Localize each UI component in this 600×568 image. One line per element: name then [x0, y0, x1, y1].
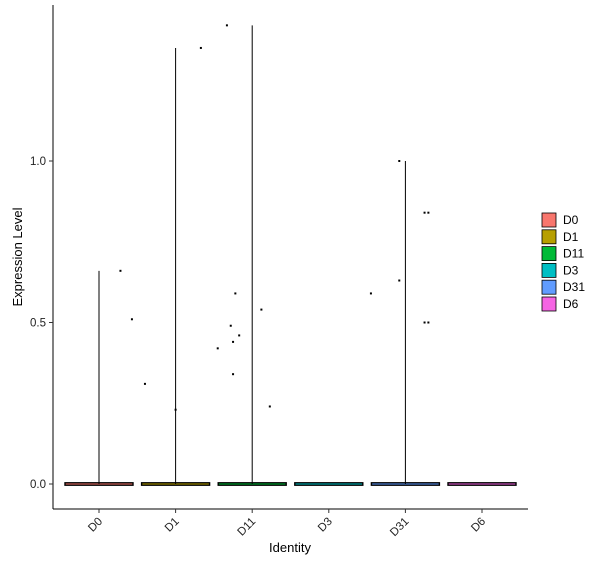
data-point — [143, 382, 146, 385]
data-point — [260, 308, 263, 311]
violin-d31 — [370, 161, 441, 486]
data-point — [423, 211, 426, 214]
legend-swatch — [541, 296, 557, 312]
x-tick-label: D11 — [236, 516, 259, 539]
violin-d11 — [217, 25, 287, 486]
data-point — [238, 334, 241, 337]
legend: D0 D1 D11 D3 D31 D6 — [541, 212, 585, 312]
legend-label: D6 — [563, 297, 579, 311]
data-point — [427, 321, 430, 324]
data-point — [398, 160, 401, 162]
violin-layer — [64, 25, 517, 486]
x-axis-title: Identity — [269, 540, 311, 555]
data-point — [423, 321, 426, 324]
legend-item-d0: D0 — [541, 212, 579, 228]
x-tick-label: D1 — [163, 516, 182, 535]
y-tick-label: 1.0 — [30, 156, 46, 168]
legend-item-d31: D31 — [541, 279, 585, 295]
violin-body — [294, 482, 364, 486]
data-point — [232, 340, 235, 343]
violin-d1 — [140, 47, 211, 486]
legend-swatch — [541, 246, 557, 262]
x-ticks: D0 D1 D11 D3 D31 D6 — [86, 509, 488, 539]
data-point — [229, 324, 232, 327]
y-tick-label: 0.5 — [30, 318, 46, 330]
x-tick-label: D6 — [469, 516, 488, 535]
y-axis-title: Expression Level — [10, 207, 25, 306]
x-tick-label: D3 — [316, 516, 335, 535]
legend-label: D31 — [563, 280, 585, 294]
legend-label: D1 — [563, 230, 579, 244]
legend-swatch — [541, 229, 557, 245]
data-point — [232, 373, 235, 376]
data-point — [119, 269, 122, 272]
violin-d0 — [64, 270, 134, 486]
data-point — [398, 279, 401, 282]
legend-item-d6: D6 — [541, 296, 579, 312]
legend-label: D3 — [563, 263, 579, 277]
data-point — [225, 24, 228, 27]
legend-swatch — [541, 212, 557, 228]
data-point — [199, 46, 202, 49]
data-point — [130, 318, 133, 321]
data-point — [369, 292, 372, 295]
axes — [52, 5, 528, 510]
data-point — [427, 211, 430, 214]
violin-d3 — [294, 482, 364, 486]
violin-d6 — [447, 482, 517, 486]
data-point — [268, 405, 271, 408]
data-point — [234, 292, 237, 295]
x-tick-label: D0 — [86, 516, 105, 535]
legend-swatch — [541, 262, 557, 278]
legend-item-d3: D3 — [541, 262, 579, 278]
data-point — [216, 347, 219, 350]
legend-swatch — [541, 279, 557, 295]
legend-label: D11 — [563, 247, 584, 261]
y-ticks: 0.0 0.5 1.0 — [30, 156, 53, 491]
point-layer — [119, 24, 430, 411]
data-point — [174, 408, 177, 411]
legend-label: D0 — [563, 213, 579, 227]
legend-item-d11: D11 — [541, 246, 584, 262]
y-tick-label: 0.0 — [30, 479, 46, 491]
x-tick-label: D31 — [388, 516, 411, 539]
violin-body — [447, 482, 517, 486]
legend-item-d1: D1 — [541, 229, 579, 245]
